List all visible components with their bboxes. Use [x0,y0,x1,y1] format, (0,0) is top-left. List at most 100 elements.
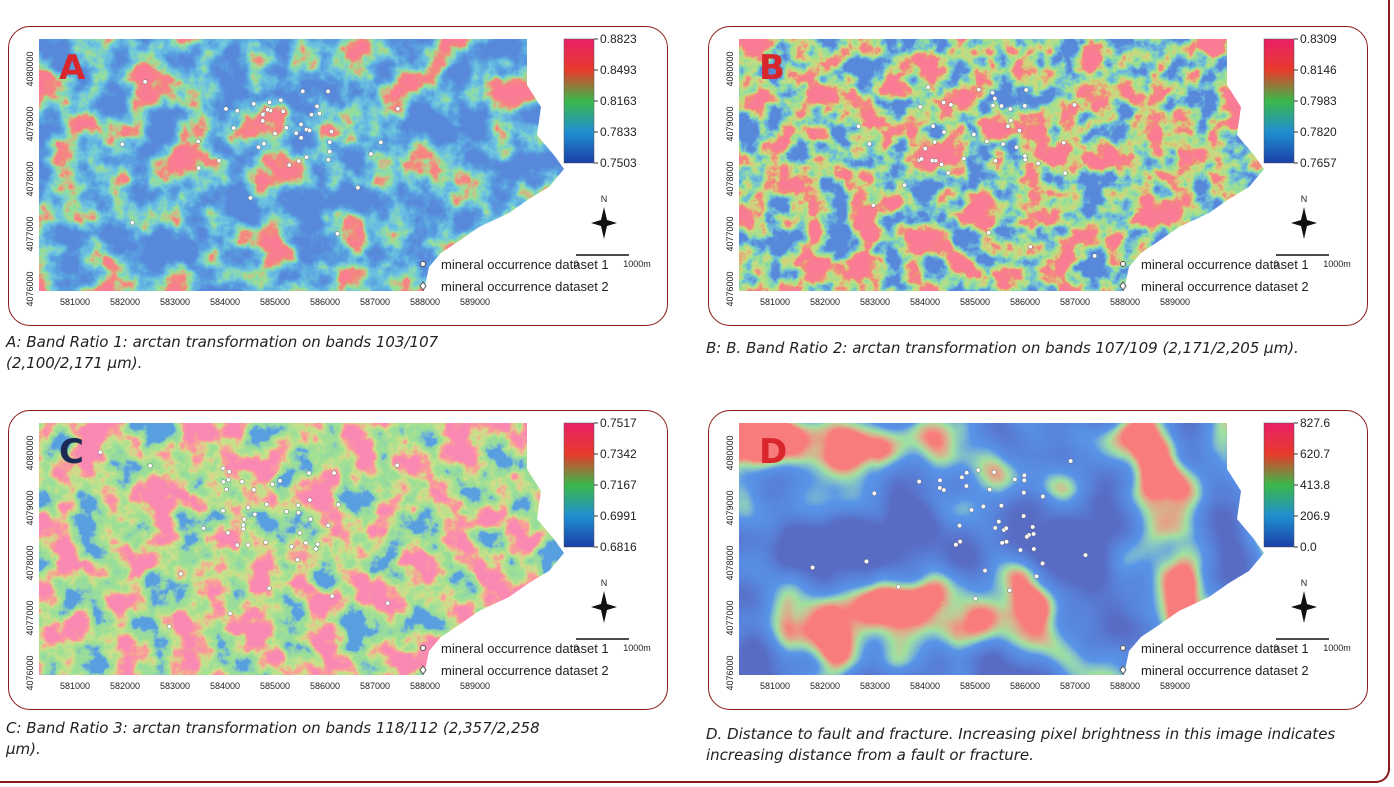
occurrence-point [287,163,291,167]
x-tick-label: 584000 [210,681,240,691]
x-tick-label: 581000 [60,681,90,691]
occurrence-point [902,183,906,187]
occurrence-point [960,475,964,479]
x-tick-label: 589000 [1160,297,1190,307]
occurrence-point [264,540,268,544]
occurrence-point [999,104,1003,108]
occurrence-point [299,136,303,140]
occurrence-point [939,162,943,166]
legend-label: mineral occurrence dataset 2 [441,663,609,678]
occurrence-point [938,478,942,482]
occurrence-point [864,559,868,563]
occurrence-point [985,139,989,143]
caption: B: B. Band Ratio 2: arctan transformatio… [706,338,1326,359]
occurrence-point [315,104,319,108]
x-tick-label: 583000 [160,297,190,307]
x-tick-label: 585000 [960,681,990,691]
occurrence-point [224,107,228,111]
panel-letter: D [759,432,787,472]
legend-label: mineral occurrence dataset 2 [1141,279,1309,294]
colorbar-label: 0.7342 [600,447,637,461]
occurrence-point [264,502,268,506]
occurrence-point [252,102,256,106]
occurrence-point [232,126,236,130]
occurrence-point [1004,540,1008,544]
occurrence-point [923,146,927,150]
occurrence-point [997,519,1001,523]
x-tick-label: 581000 [760,681,790,691]
occurrence-point [235,543,239,547]
north-label: N [601,578,608,588]
occurrence-point [1001,142,1005,146]
map-panel: B0.83090.81460.79830.78200.7657N01000mmi… [708,26,1368,326]
scale-label: 1000m [1323,643,1351,653]
occurrence-point [1068,459,1072,463]
colorbar-label: 206.9 [1300,509,1330,523]
occurrence-point [330,594,334,598]
occurrence-point [265,107,269,111]
north-arrow [1291,591,1317,623]
occurrence-point [983,568,987,572]
colorbar-label: 827.6 [1300,416,1330,430]
occurrence-point [296,511,300,515]
x-tick-label: 588000 [1110,297,1140,307]
occurrence-point [964,471,968,475]
occurrence-point [267,586,271,590]
occurrence-point [307,128,311,132]
y-tick-label: 4078000 [25,161,35,196]
x-tick-label: 589000 [1160,681,1190,691]
raster-image [39,423,569,678]
occurrence-point [1030,525,1034,529]
colorbar-label: 0.8823 [600,32,637,46]
x-tick-label: 583000 [860,681,890,691]
caption: C: Band Ratio 3: arctan transformation o… [6,718,566,760]
occurrence-point [1014,145,1018,149]
occurrence-point [946,171,950,175]
occurrence-point [1061,140,1065,144]
occurrence-point [896,585,900,589]
colorbar-label: 0.8493 [600,63,637,77]
occurrence-point [326,157,330,161]
y-tick-label: 4079000 [25,490,35,525]
occurrence-point [332,471,336,475]
occurrence-point [252,488,256,492]
occurrence-point [957,523,961,527]
occurrence-point [1017,128,1021,132]
occurrence-point [369,152,373,156]
x-tick-label: 584000 [910,297,940,307]
occurrence-point [278,479,282,483]
occurrence-point [919,157,923,161]
occurrence-point [972,132,976,136]
occurrence-point [969,508,973,512]
occurrence-point [317,111,321,115]
legend-label: mineral occurrence dataset 2 [441,279,609,294]
occurrence-point [297,159,301,163]
map: A0.88230.84930.81630.78330.7503N01000mmi… [9,27,668,326]
occurrence-point [130,220,134,224]
occurrence-point [867,142,871,146]
x-tick-label: 583000 [860,297,890,307]
y-tick-label: 4079000 [725,490,735,525]
occurrence-point [1072,103,1076,107]
colorbar-label: 620.7 [1300,447,1330,461]
occurrence-point [977,87,981,91]
occurrence-point [273,131,277,135]
occurrence-point [298,531,302,535]
occurrence-point [196,139,200,143]
scale-label: 1000m [623,643,651,653]
y-tick-label: 4080000 [725,51,735,86]
x-tick-label: 581000 [760,297,790,307]
x-tick-label: 588000 [410,681,440,691]
colorbar-label: 0.7983 [1300,94,1337,108]
panel-letter: C [59,432,84,472]
occurrence-point [993,526,997,530]
occurrence-point [958,539,962,543]
occurrence-point [987,231,991,235]
occurrence-point [1023,104,1027,108]
x-tick-label: 585000 [260,681,290,691]
north-label: N [1301,194,1308,204]
occurrence-point [98,450,102,454]
occurrence-point [991,103,995,107]
occurrence-point [261,119,265,123]
y-tick-label: 4076000 [725,655,735,690]
